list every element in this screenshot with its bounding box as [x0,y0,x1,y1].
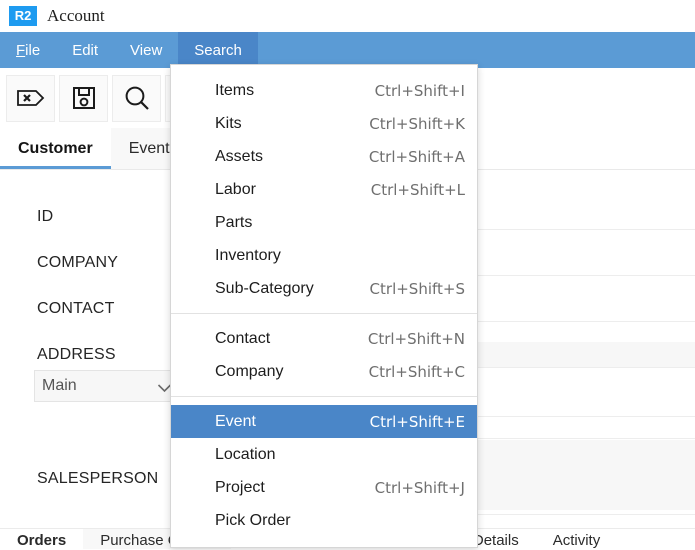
menu-option-label: Location [215,445,276,463]
menu-separator [171,396,477,397]
address-type-select[interactable]: Main [34,370,182,402]
menu-option-shortcut: Ctrl+Shift+C [368,362,465,381]
search-dropdown-menu: Items Ctrl+Shift+I Kits Ctrl+Shift+K Ass… [170,64,478,548]
app-logo-icon: R2 [9,6,37,26]
menu-option-pick-order[interactable]: Pick Order [171,504,477,537]
menu-option-parts[interactable]: Parts [171,206,477,239]
menu-option-contact[interactable]: Contact Ctrl+Shift+N [171,322,477,355]
menu-option-label: Labor [215,180,256,198]
bottom-tab-activity[interactable]: Activity [552,532,601,549]
menu-option-company[interactable]: Company Ctrl+Shift+C [171,355,477,388]
tag-x-icon-button[interactable] [6,74,55,122]
menu-item-view[interactable]: View [130,41,163,59]
menu-option-sub-category[interactable]: Sub-Category Ctrl+Shift+S [171,272,477,305]
menu-option-shortcut: Ctrl+Shift+L [370,180,465,199]
menu-option-label: Sub-Category [215,279,314,297]
menu-option-items[interactable]: Items Ctrl+Shift+I [171,74,477,107]
menu-option-label: Parts [215,213,253,231]
menu-option-location[interactable]: Location [171,438,477,471]
menu-option-label: Contact [215,329,271,347]
menu-option-shortcut: Ctrl+Shift+J [374,478,465,497]
menu-option-labor[interactable]: Labor Ctrl+Shift+L [171,173,477,206]
menu-option-shortcut: Ctrl+Shift+N [367,329,465,348]
menu-option-label: Event [215,412,256,430]
label-salesperson: SALESPERSON [37,470,159,487]
bottom-tab-orders[interactable]: Orders [17,532,67,549]
label-company: COMPANY [37,254,119,271]
menu-option-label: Project [215,478,265,496]
magnifier-search-icon-button[interactable] [112,74,161,122]
menu-option-shortcut: Ctrl+Shift+E [369,412,465,431]
menu-option-assets[interactable]: Assets Ctrl+Shift+A [171,140,477,173]
menu-option-project[interactable]: Project Ctrl+Shift+J [171,471,477,504]
menu-option-label: Kits [215,114,242,132]
label-address: ADDRESS [37,346,116,363]
menu-option-shortcut: Ctrl+Shift+S [369,279,465,298]
menu-option-label: Pick Order [215,511,291,529]
tab-customer[interactable]: Customer [0,128,111,169]
label-id: ID [37,208,54,225]
menu-option-label: Items [215,81,255,99]
menu-option-shortcut: Ctrl+Shift+I [374,81,465,100]
chevron-down-icon [157,380,172,398]
menu-option-kits[interactable]: Kits Ctrl+Shift+K [171,107,477,140]
menu-item-search[interactable]: Search [178,32,258,68]
menu-separator [171,313,477,314]
menu-option-event[interactable]: Event Ctrl+Shift+E [171,405,477,438]
menu-option-label: Assets [215,147,264,165]
menu-option-label: Company [215,362,284,380]
address-type-value: Main [42,377,77,394]
label-contact: CONTACT [37,300,115,317]
page-title: Account [47,6,105,25]
menu-option-shortcut: Ctrl+Shift+A [368,147,465,166]
menu-option-inventory[interactable]: Inventory [171,239,477,272]
menu-option-label: Inventory [215,246,281,264]
save-floppy-icon-button[interactable] [59,74,108,122]
bottom-tab-details[interactable]: Details [472,532,519,549]
menu-item-edit[interactable]: Edit [72,41,99,59]
menu-option-shortcut: Ctrl+Shift+K [369,114,465,133]
title-bar: R2 Account [0,0,695,32]
